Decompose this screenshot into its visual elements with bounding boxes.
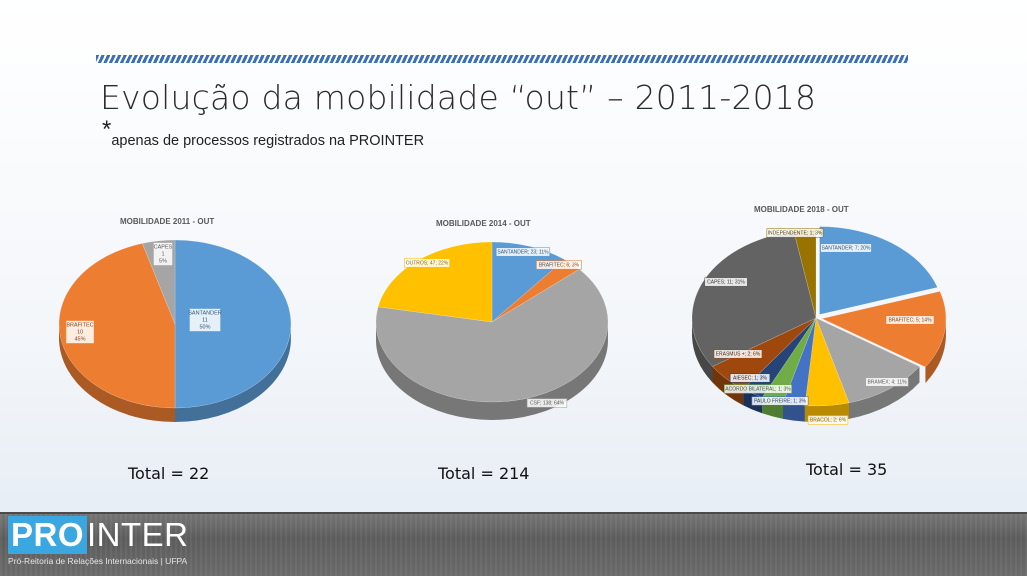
- slice-label-text: INDEPENDENTE; 1; 3%: [768, 230, 823, 236]
- page-subtitle: *apenas de processos registrados na PROI…: [102, 116, 425, 150]
- slice-BRAFITEC: [821, 291, 947, 368]
- slice-side-SANTANDER: [175, 328, 291, 422]
- slice-label-ERASMUS +: ERASMUS +; 2; 6%: [713, 349, 763, 359]
- slice-label-BRACOL: BRACOL; 2; 6%: [807, 415, 849, 425]
- slice-label-OUTROS: OUTROS; 47; 22%: [404, 258, 450, 268]
- slice-CSF: [375, 268, 609, 403]
- slice-label-BRAFITEC: BRAFITEC; 5; 14%: [885, 315, 935, 325]
- slice-label-text: ACORDO BILATERAL; 1; 3%: [725, 386, 791, 392]
- slice-label-text: SANTANDER: [188, 311, 222, 317]
- footer-bar: PROINTER Pró-Reitoria de Relações Intern…: [0, 512, 1027, 576]
- chart-2018-title: MOBILIDADE 2018 - OUT: [754, 205, 849, 214]
- slice-SANTANDER: [174, 239, 292, 409]
- logo-pro: PRO: [8, 516, 88, 554]
- chart-2011-total: Total = 22: [128, 464, 210, 483]
- slice-side-BRAFITEC: [925, 319, 946, 384]
- slice-label-CAPES: CAPES; 11; 31%: [704, 277, 748, 287]
- slice-label-text: PAULO FREIRE; 1; 3%: [754, 398, 806, 404]
- chart-2018-total: Total = 35: [806, 460, 888, 479]
- slice-label-text: 45%: [74, 337, 85, 343]
- slice-label-text: BRAFITEC; 6; 3%: [539, 262, 580, 268]
- chart-2011-title: MOBILIDADE 2011 - OUT: [120, 217, 215, 226]
- slice-label-text: SANTANDER; 23; 11%: [497, 249, 549, 255]
- slice-label-text: 1: [161, 252, 164, 258]
- slice-side-CAPES: [692, 320, 713, 383]
- slice-label-SANTANDER: SANTANDER; 23; 11%: [495, 247, 551, 257]
- MOBILIDADE 2014 - OUT sides: [376, 322, 608, 420]
- page-title: Evolução da mobilidade “out” – 2011-2018: [100, 78, 817, 117]
- slice-label-SANTANDER: SANTANDER; 7; 20%: [820, 243, 872, 253]
- slice-label-AIESEC: AIESEC; 1; 3%: [729, 373, 771, 383]
- slice-label-PAULO FREIRE: PAULO FREIRE; 1; 3%: [751, 396, 809, 406]
- slice-label-text: CSF; 138; 64%: [530, 400, 564, 406]
- slice-label-text: ERASMUS +; 2; 6%: [716, 351, 761, 357]
- slice-label-BRAMEX: BRAMEX; 4; 11%: [865, 377, 909, 387]
- slice-label-text: OUTROS; 47; 22%: [406, 260, 449, 266]
- MOBILIDADE 2011 - OUT sides: [59, 324, 291, 422]
- slice-label-text: 5%: [159, 259, 167, 265]
- slice-label-text: 11: [202, 318, 208, 324]
- slice-label-text: BRAFITEC; 5; 14%: [888, 317, 932, 323]
- chart-2018-pie: SANTANDER; 7; 20% BRAFITEC; 5; 14% BRAMEX;…: [691, 226, 947, 425]
- slice-BRAFITEC: [58, 243, 176, 409]
- slice-label-CSF: CSF; 138; 64%: [526, 398, 568, 408]
- prointer-logo: PROINTER Pró-Reitoria de Relações Intern…: [8, 516, 189, 566]
- slice-side-PAULO FREIRE: [783, 402, 805, 422]
- slice-label-INDEPENDENTE: INDEPENDENTE; 1; 3%: [766, 228, 824, 238]
- slice-side-CSF: [376, 322, 608, 420]
- chart-2014-pie: SANTANDER; 23; 11% BRAFITEC; 6; 3% CSF; 13…: [375, 241, 609, 420]
- slice-label-text: BRAMEX; 4; 11%: [867, 379, 907, 385]
- slice-side-BRAFITEC: [59, 324, 175, 422]
- slice-label-text: CAPES: [154, 245, 173, 251]
- slice-label-BRAFITEC: BRAFITEC; 6; 3%: [536, 260, 582, 270]
- slice-label-text: AIESEC; 1; 3%: [733, 375, 767, 381]
- slice-side-BRAMEX: [848, 366, 920, 419]
- slice-CAPES: [691, 231, 817, 367]
- chart-2014-total: Total = 214: [438, 464, 530, 483]
- subtitle-asterisk: *: [102, 116, 112, 143]
- slice-label-text: CAPES; 11; 31%: [707, 279, 745, 285]
- chart-2014-title: MOBILIDADE 2014 - OUT: [436, 219, 531, 228]
- decorative-stripe: [96, 55, 908, 63]
- slice-label-text: 10: [77, 330, 83, 336]
- slice-BRACOL: [804, 317, 850, 407]
- slice-label-text: SANTANDER; 7; 20%: [822, 245, 871, 251]
- subtitle-text: apenas de processos registrados na PROIN…: [111, 133, 425, 149]
- slice-label-ACORDO BILATERAL: ACORDO BILATERAL; 1; 3%: [724, 384, 792, 394]
- slice-label-text: 50%: [199, 325, 210, 331]
- logo-subtitle: Pró-Reitoria de Relações Internacionais …: [8, 556, 188, 566]
- slice-label-text: BRAFITEC: [66, 323, 93, 329]
- logo-inter: INTER: [87, 516, 189, 553]
- slice-label-text: BRACOL; 2; 6%: [810, 417, 847, 423]
